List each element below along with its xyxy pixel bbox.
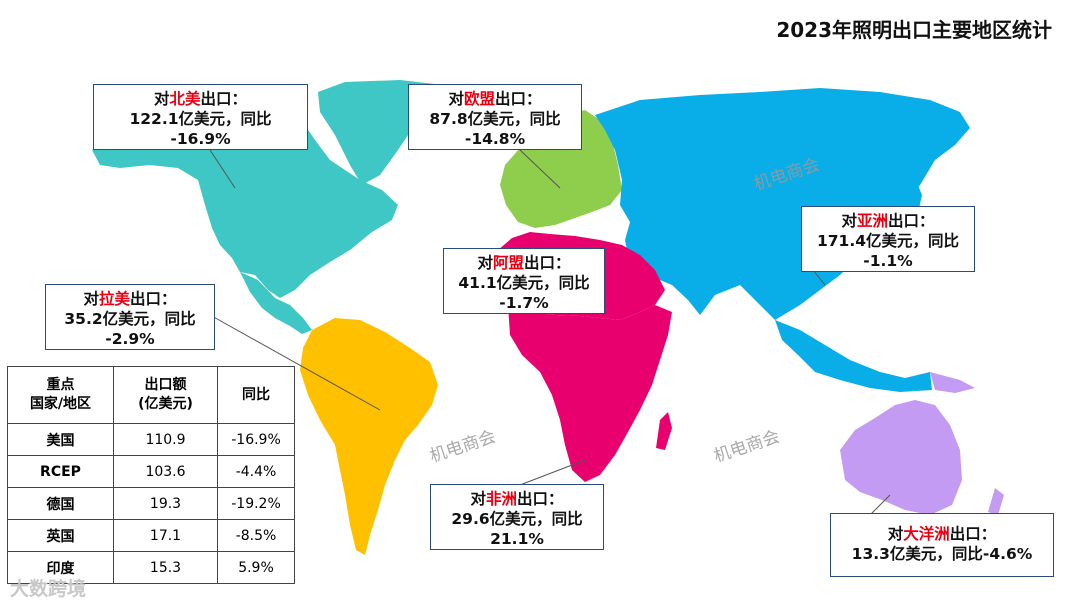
table-row: RCEP 103.6 -4.4%	[7, 455, 295, 488]
table-header-cell: 同比	[217, 366, 295, 424]
callout-africa: 对非洲出口： 29.6亿美元，同比 21.1%	[430, 484, 604, 550]
table-cell-change: -8.5%	[217, 519, 295, 552]
table-row: 德国 19.3 -19.2%	[7, 487, 295, 520]
brand-watermark: 大数跨境	[10, 578, 87, 600]
table-row: 英国 17.1 -8.5%	[7, 519, 295, 552]
header-line: 重点	[46, 377, 75, 393]
table-row: 美国 110.9 -16.9%	[7, 423, 295, 456]
table-cell-country: 德国	[7, 487, 114, 520]
table-cell-change: -4.4%	[217, 455, 295, 488]
new-zealand-shape	[988, 488, 1004, 515]
table-cell-country: 印度	[7, 551, 114, 584]
table-cell-value: 110.9	[113, 423, 218, 456]
table-cell-country: 英国	[7, 519, 114, 552]
callout-oceania: 对大洋洲出口： 13.3亿美元，同比-4.6%	[830, 513, 1054, 577]
north-america-shape	[92, 108, 398, 298]
madagascar-shape	[656, 412, 672, 450]
callout-latin-america: 对拉美出口： 35.2亿美元，同比 -2.9%	[45, 284, 215, 350]
export-table: 重点 国家/地区 出口额 (亿美元) 同比 美国 110.9 -16.9% RC…	[7, 366, 295, 584]
header-line: 国家/地区	[29, 396, 92, 412]
callout-eu: 对欧盟出口： 87.8亿美元，同比 -14.8%	[408, 84, 582, 150]
new-guinea-shape	[930, 372, 975, 393]
table-cell-value: 103.6	[113, 455, 218, 488]
table-row: 印度 15.3 5.9%	[7, 551, 295, 584]
australia-shape	[840, 400, 962, 515]
table-cell-value: 19.3	[113, 487, 218, 520]
callout-arab-league: 对阿盟出口： 41.1亿美元，同比 -1.7%	[443, 248, 605, 314]
table-header-cell: 重点 国家/地区	[7, 366, 114, 424]
table-cell-change: -16.9%	[217, 423, 295, 456]
callout-north-america: 对北美出口： 122.1亿美元，同比 -16.9%	[93, 84, 308, 150]
table-cell-value: 17.1	[113, 519, 218, 552]
table-cell-change: 5.9%	[217, 551, 295, 584]
table-header-row: 重点 国家/地区 出口额 (亿美元) 同比	[7, 366, 295, 424]
central-america-shape	[240, 272, 312, 334]
table-cell-country: 美国	[7, 423, 114, 456]
africa-shape	[508, 305, 672, 482]
header-line: 出口额	[144, 377, 187, 393]
table-cell-change: -19.2%	[217, 487, 295, 520]
table-cell-country: RCEP	[7, 455, 114, 488]
page-title: 2023年照明出口主要地区统计	[776, 18, 1052, 42]
callout-asia: 对亚洲出口： 171.4亿美元，同比 -1.1%	[801, 206, 975, 272]
table-cell-value: 15.3	[113, 551, 218, 584]
southeast-asia-shape	[775, 320, 932, 392]
south-america-shape	[300, 318, 438, 555]
table-header-cell: 出口额 (亿美元)	[113, 366, 218, 424]
header-line: (亿美元)	[138, 396, 193, 412]
asia-shape	[595, 88, 970, 320]
